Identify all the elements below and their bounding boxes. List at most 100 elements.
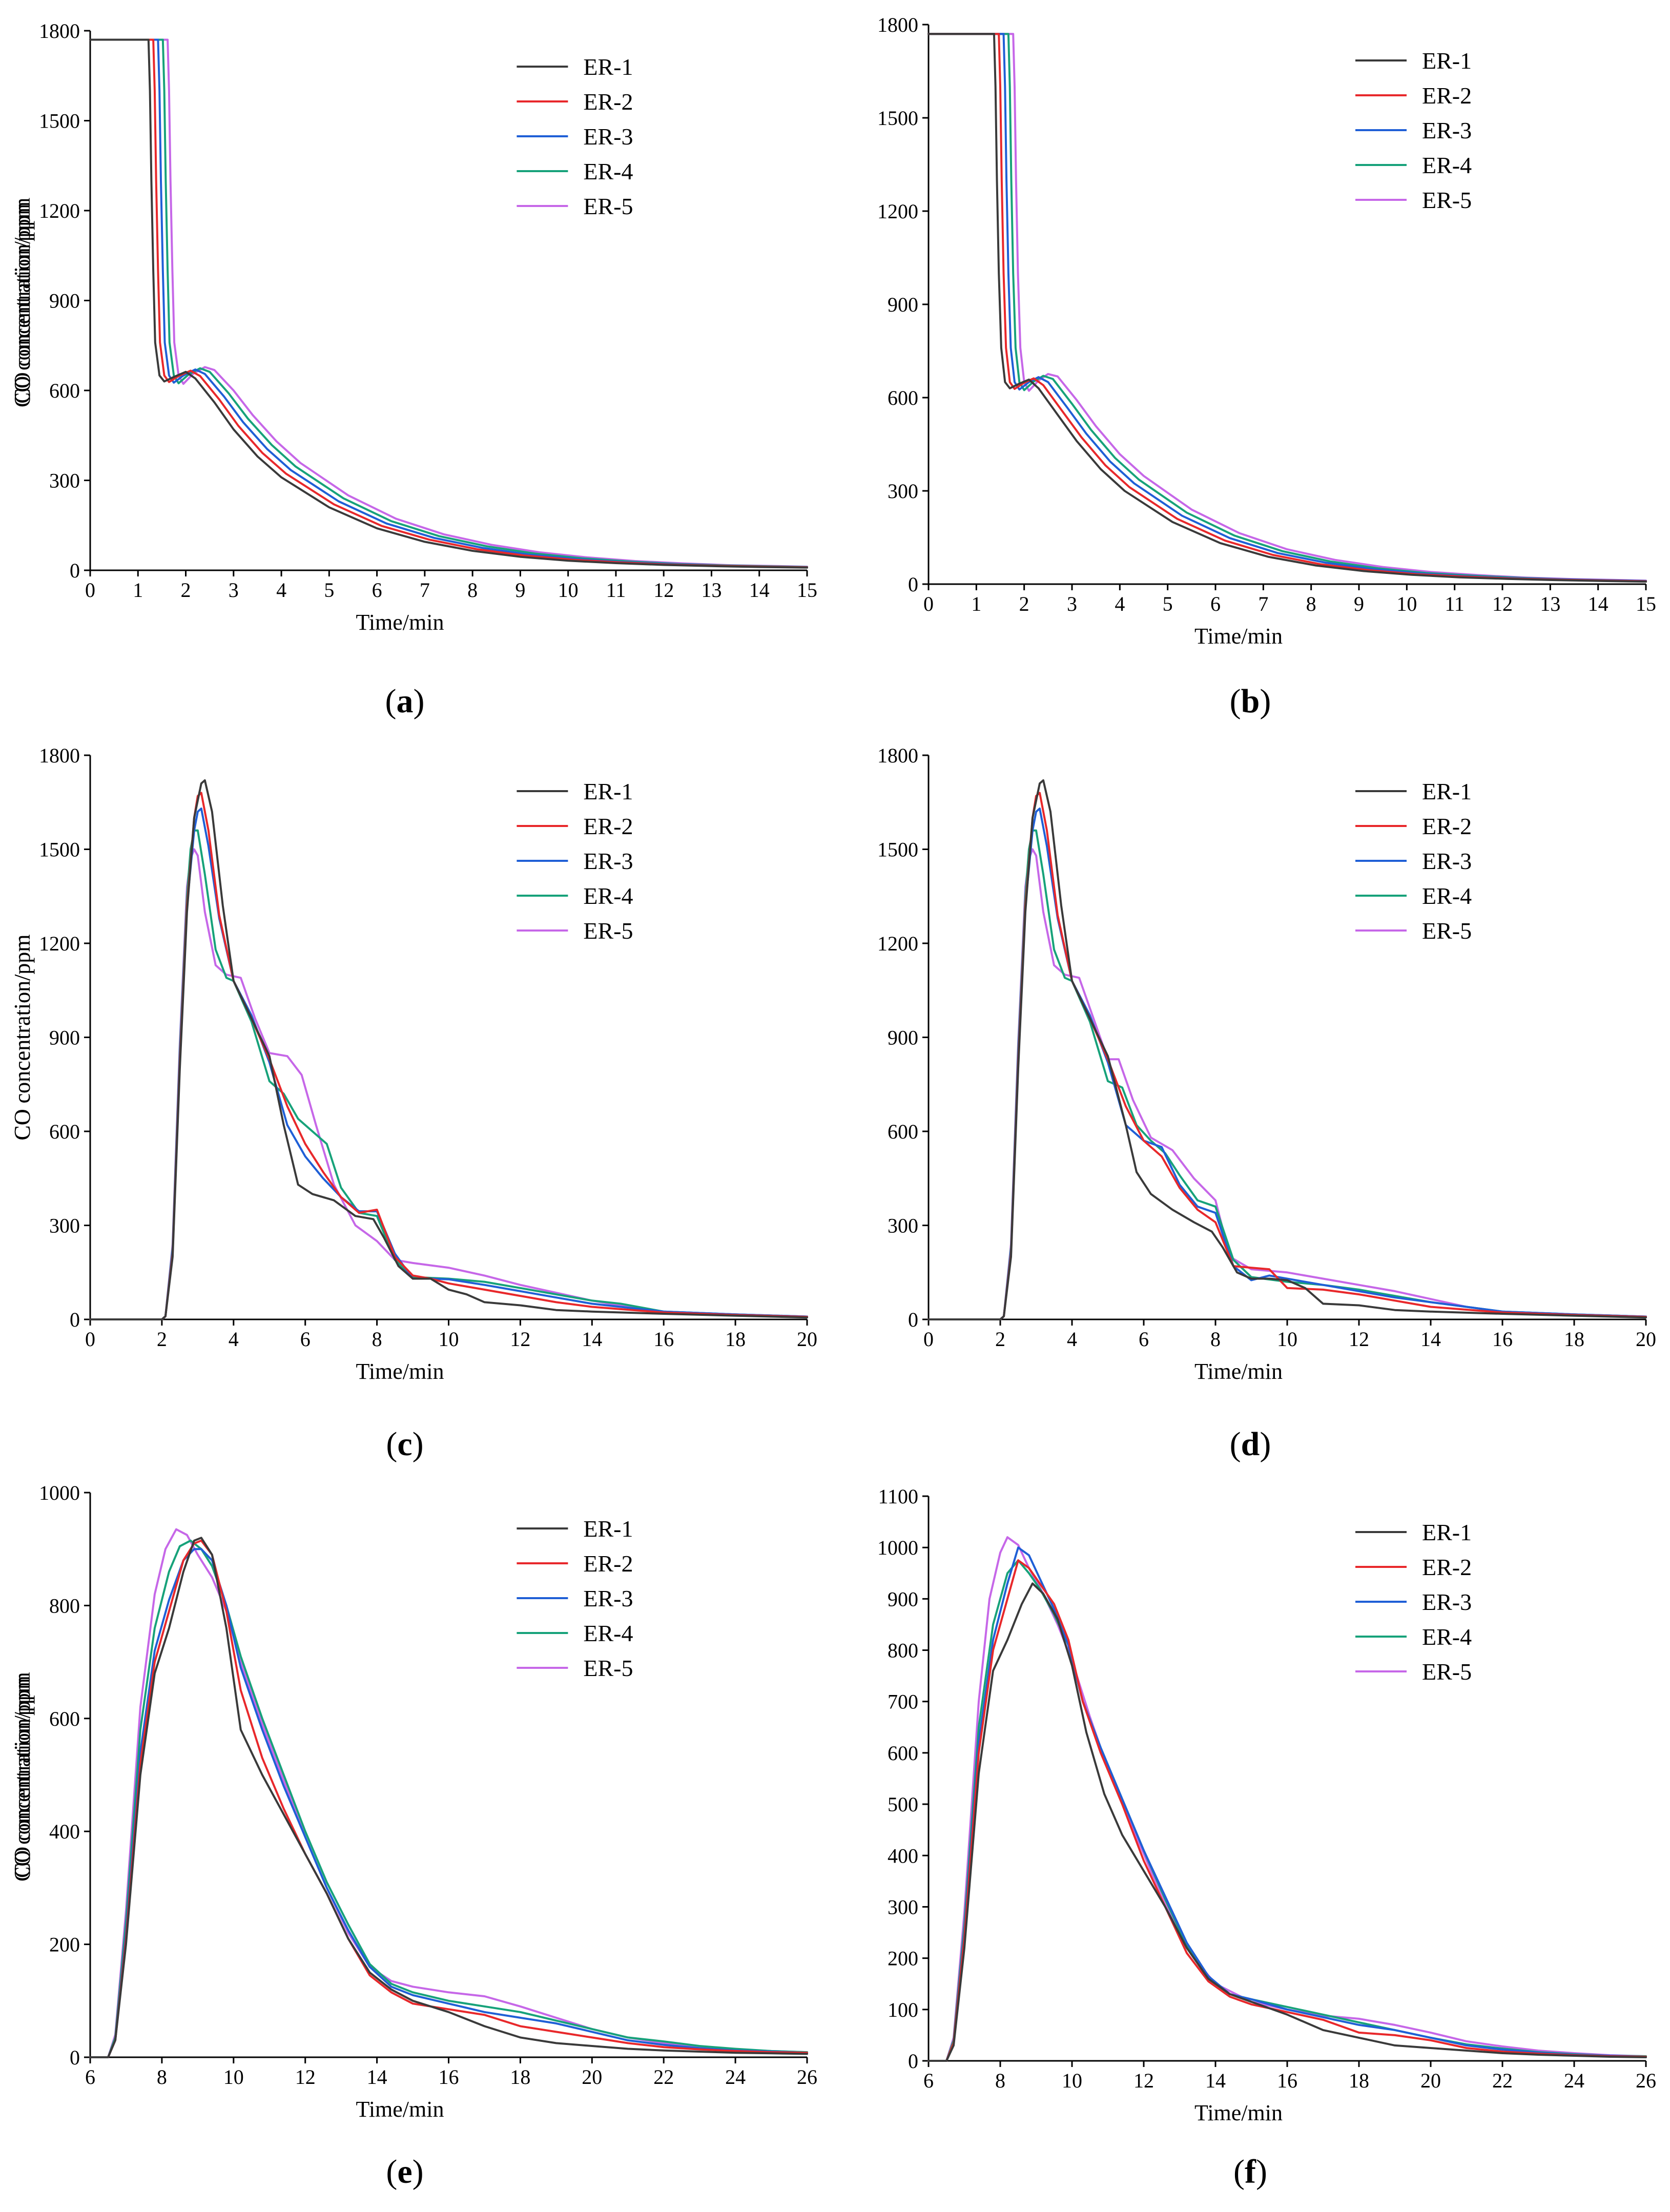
- legend-label: ER-4: [583, 158, 633, 184]
- y-tick-label: 1200: [877, 932, 918, 955]
- x-tick-label: 12: [510, 1328, 530, 1351]
- legend-label: ER-3: [583, 848, 633, 874]
- legend-label: ER-4: [1422, 883, 1472, 909]
- y-tick-label: 1800: [39, 19, 80, 43]
- x-tick-label: 18: [1349, 2069, 1369, 2092]
- y-tick-label: 400: [888, 1844, 918, 1867]
- legend-label: ER-1: [583, 1516, 633, 1542]
- x-tick-label: 7: [420, 578, 430, 602]
- series-line-er-1: [89, 779, 808, 1320]
- legend-label: ER-2: [583, 1551, 633, 1577]
- legend-label: ER-1: [583, 54, 633, 80]
- x-tick-label: 20: [797, 1328, 817, 1351]
- y-tick-label: 1800: [877, 744, 918, 767]
- x-tick-label: 6: [372, 578, 382, 602]
- x-axis-title: Time/min: [356, 610, 444, 635]
- y-axis-title: CO concentration/ppm: [10, 1672, 35, 1878]
- legend-label: ER-3: [1422, 848, 1472, 874]
- legend-label: ER-1: [1422, 778, 1472, 804]
- x-tick-label: 12: [1349, 1328, 1369, 1351]
- x-tick-label: 0: [85, 1328, 95, 1351]
- x-tick-label: 22: [653, 2065, 674, 2089]
- y-tick-label: 1800: [877, 13, 918, 36]
- y-tick-label: 600: [49, 1120, 80, 1143]
- x-axis-title: Time/min: [356, 1359, 444, 1384]
- x-tick-label: 0: [85, 578, 95, 602]
- y-tick-label: 900: [888, 1026, 918, 1049]
- x-tick-label: 0: [923, 592, 934, 615]
- x-tick-label: 16: [439, 2065, 459, 2089]
- chart-panel-a: 0 1 2 3 4 5 6 7 8 9 10 11 12 13 14 15030060090012001500…: [10, 19, 817, 720]
- y-tick-label: 500: [888, 1793, 918, 1816]
- legend-label: ER-1: [1422, 48, 1472, 74]
- x-axis-title: Time/min: [1194, 624, 1283, 649]
- y-tick-label: 0: [70, 559, 80, 582]
- x-tick-label: 14: [1588, 592, 1609, 615]
- series-line-er-2: [927, 1559, 1647, 2062]
- y-tick-label: 0: [70, 1308, 80, 1331]
- x-tick-label: 10: [1396, 592, 1417, 615]
- x-tick-label: 4: [276, 578, 286, 602]
- y-tick-label: 300: [888, 1895, 918, 1918]
- legend-label: ER-2: [583, 813, 633, 839]
- legend-label: ER-5: [1422, 1659, 1472, 1685]
- y-tick-label: 0: [908, 1308, 918, 1331]
- y-axis-title: CO concentration/ppm: [10, 197, 35, 403]
- y-tick-label: 1500: [877, 838, 918, 861]
- x-tick-label: 18: [510, 2065, 530, 2089]
- x-tick-label: 1: [133, 578, 143, 602]
- x-tick-label: 5: [324, 578, 334, 602]
- y-tick-label: 600: [49, 1707, 80, 1730]
- legend-label: ER-4: [1422, 152, 1472, 178]
- x-tick-label: 8: [995, 2069, 1005, 2092]
- x-tick-label: 9: [1354, 592, 1364, 615]
- x-tick-label: 2: [1019, 592, 1029, 615]
- x-tick-label: 4: [229, 1328, 239, 1351]
- x-tick-label: 12: [1492, 592, 1513, 615]
- y-tick-label: 600: [49, 379, 80, 402]
- x-tick-label: 12: [653, 578, 674, 602]
- y-tick-label: 1000: [39, 1481, 80, 1504]
- x-tick-label: 14: [749, 578, 770, 602]
- x-tick-label: 6: [300, 1328, 311, 1351]
- panel-label-a: (a): [385, 683, 425, 720]
- y-tick-label: 200: [888, 1947, 918, 1970]
- x-tick-label: 4: [1067, 1328, 1077, 1351]
- series-line-er-5: [927, 1536, 1647, 2062]
- panel-label-b: (b): [1230, 683, 1271, 720]
- y-tick-label: 1200: [39, 932, 80, 955]
- x-tick-label: 12: [295, 2065, 316, 2089]
- x-tick-label: 15: [797, 578, 817, 602]
- x-tick-label: 10: [558, 578, 579, 602]
- x-axis-title: Time/min: [356, 2097, 444, 2122]
- x-tick-label: 8: [1306, 592, 1316, 615]
- x-tick-label: 14: [1420, 1328, 1441, 1351]
- legend-label: ER-5: [583, 1655, 633, 1681]
- y-tick-label: 1100: [878, 1485, 918, 1508]
- legend-label: ER-4: [583, 883, 633, 909]
- y-tick-label: 900: [888, 1587, 918, 1610]
- legend-label: ER-2: [1422, 82, 1472, 109]
- legend-label: ER-5: [583, 918, 633, 944]
- y-tick-label: 800: [888, 1639, 918, 1662]
- legend-label: ER-5: [583, 193, 633, 219]
- x-tick-label: 26: [1636, 2069, 1656, 2092]
- x-tick-label: 9: [515, 578, 525, 602]
- x-tick-label: 16: [1492, 1328, 1513, 1351]
- y-tick-label: 1500: [877, 107, 918, 130]
- x-tick-label: 20: [1420, 2069, 1441, 2092]
- y-tick-label: 300: [888, 480, 918, 503]
- x-tick-label: 20: [1636, 1328, 1656, 1351]
- x-tick-label: 8: [1210, 1328, 1221, 1351]
- x-tick-label: 7: [1258, 592, 1268, 615]
- x-tick-label: 22: [1492, 2069, 1513, 2092]
- y-tick-label: 300: [49, 469, 80, 492]
- y-axis-title: CO concentration/ppm: [10, 934, 35, 1140]
- y-tick-label: 200: [49, 1933, 80, 1956]
- x-tick-label: 10: [439, 1328, 459, 1351]
- legend-label: ER-3: [1422, 1589, 1472, 1615]
- x-tick-label: 24: [1564, 2069, 1584, 2092]
- x-tick-label: 2: [181, 578, 191, 602]
- x-tick-label: 11: [606, 578, 626, 602]
